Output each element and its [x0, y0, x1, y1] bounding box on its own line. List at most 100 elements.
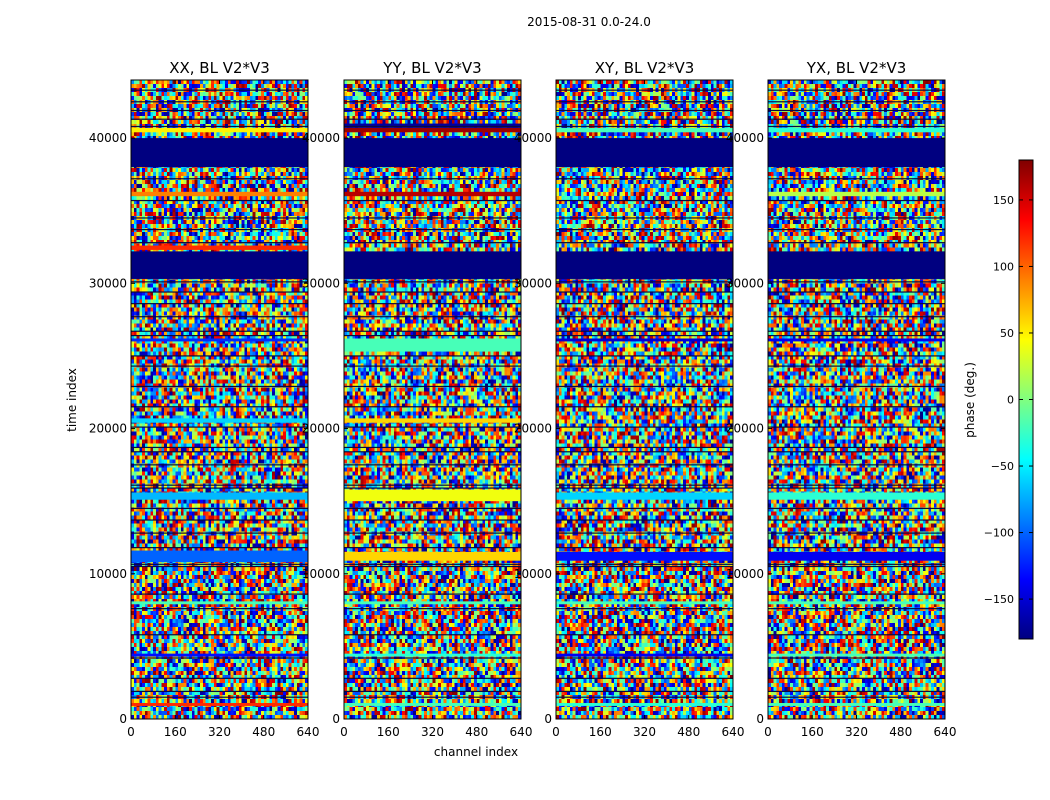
gap-line: [556, 385, 733, 388]
gap-line: [344, 217, 521, 219]
gap-line: [344, 125, 521, 128]
gap-line: [556, 281, 733, 283]
gap-line: [768, 565, 945, 568]
gap-line: [556, 242, 733, 244]
gap-line: [768, 178, 945, 180]
gap-line: [768, 532, 945, 534]
gap-line: [768, 385, 945, 388]
gap-line: [344, 330, 521, 332]
y-tick-label: 10000: [514, 567, 552, 581]
gap-line: [131, 89, 308, 91]
gap-line: [768, 109, 945, 112]
phase-band: [556, 601, 733, 605]
phase-band: [131, 191, 308, 197]
gap-line: [344, 532, 521, 534]
phase-band: [768, 127, 945, 133]
phase-band: [131, 138, 308, 168]
gap-line: [556, 608, 733, 610]
gap-line: [556, 677, 733, 679]
gap-line: [344, 507, 521, 510]
phase-band: [344, 489, 521, 502]
gap-line: [768, 303, 945, 305]
gap-line: [131, 487, 308, 489]
gap-line: [556, 406, 733, 408]
y-axis-label: time index: [65, 368, 79, 432]
phase-band: [556, 653, 733, 657]
gap-line: [344, 547, 521, 549]
gap-line: [131, 228, 308, 231]
colorbar-tick-label: −150: [984, 593, 1014, 606]
gap-line: [556, 118, 733, 120]
gap-line: [344, 696, 521, 698]
phase-band: [344, 191, 521, 197]
gap-line: [131, 519, 308, 521]
gap-line: [556, 519, 733, 521]
gap-line: [768, 451, 945, 453]
gap-line: [131, 335, 308, 337]
gap-line: [768, 696, 945, 698]
phase-band: [344, 251, 521, 279]
colorbar: −150 −100 −50 0 50 100 150 phase (deg.): [963, 159, 1034, 640]
gap-line: [344, 593, 521, 595]
gap-line: [556, 89, 733, 91]
gap-line: [344, 426, 521, 428]
x-tick-label: 320: [845, 725, 868, 739]
phase-band: [131, 550, 308, 563]
gap-line: [131, 291, 308, 293]
gap-line: [768, 484, 945, 486]
gap-line: [344, 677, 521, 679]
gap-line: [131, 446, 308, 449]
x-tick-label: 480: [677, 725, 700, 739]
gap-line: [768, 217, 945, 219]
phase-heatmap: [131, 80, 308, 719]
gap-line: [131, 365, 308, 367]
gap-line: [556, 303, 733, 305]
panel-title: XX, BL V2*V3: [169, 59, 270, 77]
phase-heatmap: [344, 80, 521, 719]
gap-line: [131, 406, 308, 408]
gap-line: [768, 199, 945, 202]
gap-line: [556, 593, 733, 595]
gap-line: [768, 487, 945, 489]
phase-band: [768, 653, 945, 657]
gap-line: [344, 355, 521, 357]
gap-line: [556, 507, 733, 510]
gap-line: [131, 690, 308, 693]
gap-line: [556, 365, 733, 367]
phase-band: [344, 418, 521, 423]
gap-line: [344, 335, 521, 337]
phase-band: [556, 703, 733, 706]
y-tick-label: 40000: [514, 131, 552, 145]
gap-line: [344, 242, 521, 244]
x-tick-label: 160: [589, 725, 612, 739]
panel-title: XY, BL V2*V3: [595, 59, 695, 77]
gap-line: [131, 118, 308, 120]
phase-band: [556, 127, 733, 133]
panel-group: XX, BL V2*V3 0 160 320 480 640 0 10000 20000 3000…: [89, 59, 957, 739]
gap-line: [768, 355, 945, 357]
phase-heatmap: [768, 80, 945, 719]
gap-line: [556, 109, 733, 112]
gap-line: [768, 464, 945, 466]
gap-line: [344, 484, 521, 486]
x-tick-label: 320: [208, 725, 231, 739]
y-tick-label: 0: [332, 712, 340, 726]
gap-line: [556, 690, 733, 693]
gap-line: [768, 125, 945, 128]
gap-line: [131, 451, 308, 453]
gap-line: [556, 330, 733, 332]
gap-line: [768, 228, 945, 231]
gap-line: [556, 426, 733, 428]
gap-line: [556, 291, 733, 293]
gap-line: [768, 330, 945, 332]
panel-1: XX, BL V2*V3 0 160 320 480 640 0 10000 20000 3000…: [89, 59, 320, 739]
gap-line: [556, 487, 733, 489]
gap-line: [768, 101, 945, 103]
phase-band: [556, 338, 733, 342]
gap-line: [131, 593, 308, 595]
phase-band: [344, 123, 521, 128]
phase-band: [768, 251, 945, 279]
x-tick-label: 320: [633, 725, 656, 739]
phase-band: [131, 653, 308, 657]
phase-band: [768, 492, 945, 500]
